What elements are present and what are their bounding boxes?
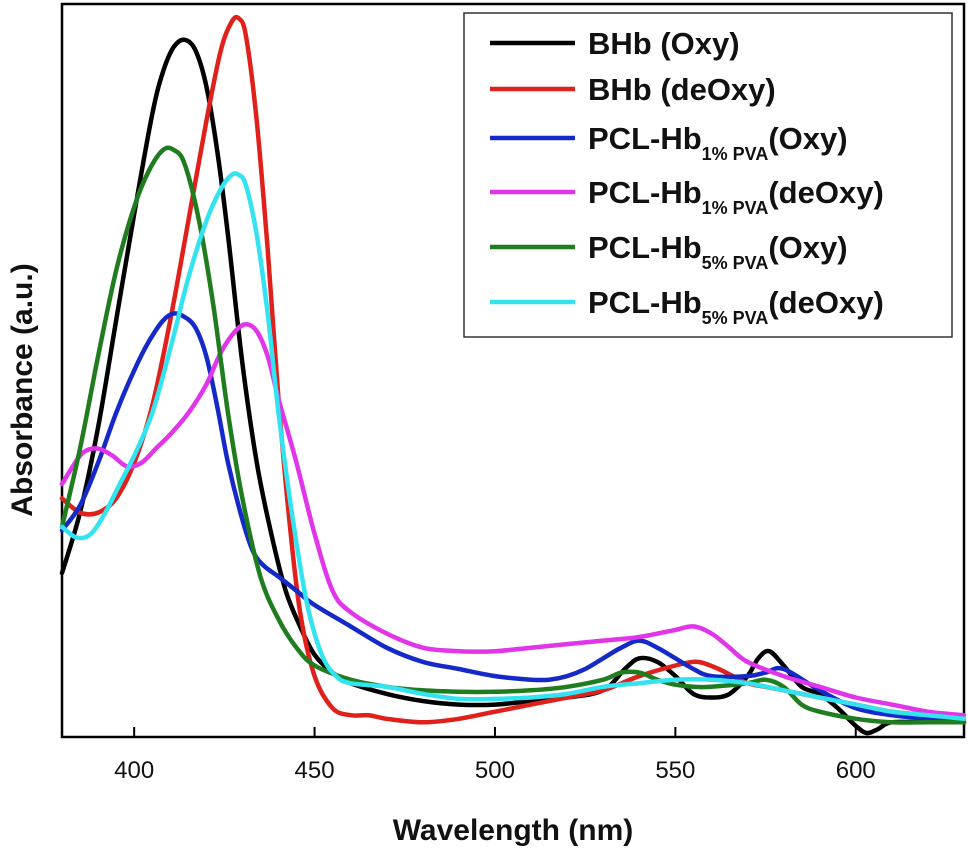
series-line-pcl-hb-1pct-deoxy: [59, 321, 967, 718]
series-line-bhb-oxy: [59, 37, 967, 736]
x-axis-title: Wavelength (nm): [393, 814, 634, 847]
series-line-pcl-hb-1pct-oxy: [59, 311, 967, 725]
legend-label-pcl-hb-1pct-deoxy: PCL-Hb1% PVA(deOxy): [588, 175, 884, 218]
series-group: [59, 14, 967, 736]
x-tick-label: 400: [114, 757, 154, 784]
series-line-pcl-hb-5pct-deoxy: [59, 171, 967, 722]
series-line-pcl-hb-5pct-oxy: [59, 145, 967, 725]
legend-box: [463, 12, 953, 338]
x-axis: 400 450 500 550 600: [114, 727, 876, 784]
legend-label-pcl-hb-5pct-oxy: PCL-Hb5% PVA(Oxy): [588, 230, 848, 273]
x-tick-label: 550: [655, 757, 695, 784]
x-tick-label: 600: [836, 757, 876, 784]
legend-label-bhb-deoxy: BHb (deOxy): [588, 72, 776, 107]
x-tick-label: 500: [475, 757, 515, 784]
x-tick-label: 450: [295, 757, 335, 784]
legend-label-pcl-hb-5pct-deoxy: PCL-Hb5% PVA(deOxy): [588, 285, 884, 328]
legend: BHb (Oxy) BHb (deOxy) PCL-Hb1% PVA(Oxy) …: [463, 12, 953, 338]
y-axis-title: Absorbance (a.u.): [6, 263, 39, 516]
legend-label-bhb-oxy: BHb (Oxy): [588, 26, 740, 61]
legend-label-pcl-hb-1pct-oxy: PCL-Hb1% PVA(Oxy): [588, 121, 848, 164]
plot-frame: [60, 2, 966, 739]
